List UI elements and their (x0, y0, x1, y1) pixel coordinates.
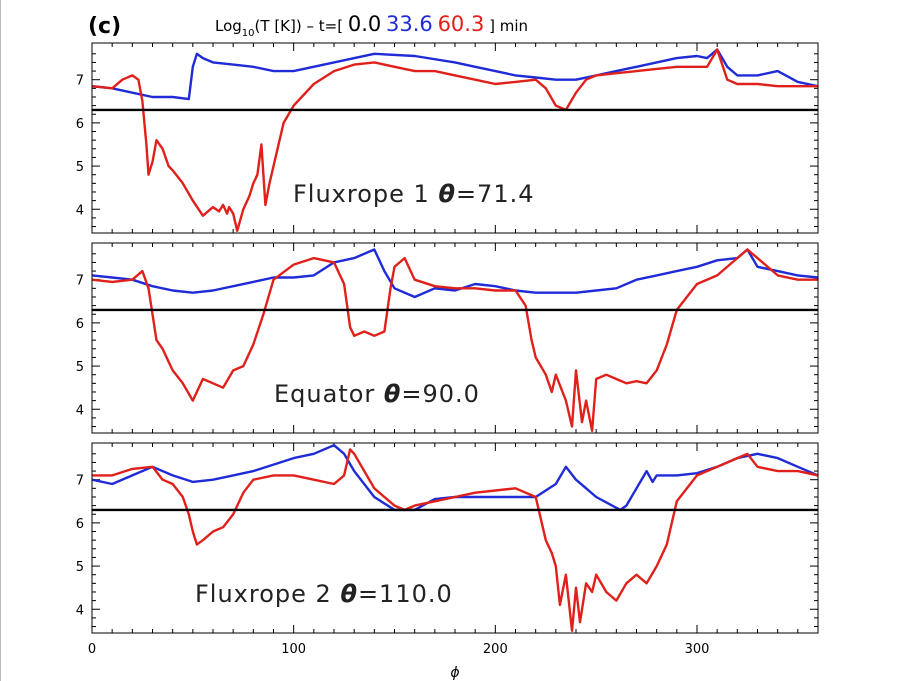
header-subscript: 10 (242, 28, 255, 39)
panel-frame (91, 42, 819, 234)
y-tick-label: 7 (76, 74, 84, 89)
x-tick-label: 300 (685, 642, 710, 657)
annotation-theta-value: =71.4 (456, 180, 535, 208)
y-tick-label: 7 (76, 474, 84, 489)
x-tick-label: 100 (281, 642, 306, 657)
y-tick-label: 6 (76, 117, 84, 132)
annotation-name: Fluxrope 2 (195, 580, 340, 608)
header-quantity: (T [K]) – t=[ (255, 17, 344, 35)
panel-annotation: Fluxrope 2 θ=110.0 (195, 580, 453, 608)
panel-frame (91, 242, 819, 434)
y-tick-label: 4 (76, 203, 84, 218)
annotation-theta-symbol: θ (340, 580, 358, 608)
x-axis: 0 100 200 300 ϕ (88, 642, 710, 681)
y-tick-label: 4 (76, 403, 84, 418)
series-group (92, 444, 818, 632)
y-tick-label: 5 (76, 560, 84, 575)
panel-letter: (c) (88, 14, 121, 39)
left-edge-line (0, 0, 1, 681)
x-tick-label: 200 (483, 642, 508, 657)
y-tick-label: 7 (76, 274, 84, 289)
annotation-theta-value: =110.0 (358, 580, 453, 608)
annotation-theta-symbol: θ (384, 380, 402, 408)
series-group (92, 48, 818, 233)
series-line-red (92, 448, 818, 632)
header-time-0: 0.0 (348, 12, 381, 36)
panel-3: 4 5 6 7 Fluxrope 2 θ=110.0 (76, 442, 819, 634)
series-group (92, 248, 818, 432)
y-tick-label: 6 (76, 517, 84, 532)
panel-annotation: Fluxrope 1 θ=71.4 (293, 180, 534, 208)
series-line-red (92, 48, 818, 233)
header-time-1: 33.6 (386, 12, 433, 36)
series-line-red (92, 248, 818, 432)
y-tick-label: 5 (76, 160, 84, 175)
figure-header: Log10(T [K]) – t=[ 0.0 33.6 60.3 ] min (215, 12, 528, 39)
series-line-blue (92, 444, 818, 512)
series-line-blue (92, 248, 818, 299)
annotation-name: Equator (274, 380, 384, 408)
header-prefix: Log (215, 17, 242, 35)
x-axis-label: ϕ (450, 665, 459, 681)
y-tick-label: 5 (76, 360, 84, 375)
panel-2: 4 5 6 7 Equator θ=90.0 (76, 242, 819, 434)
panel-frame (91, 442, 819, 634)
panel-annotation: Equator θ=90.0 (274, 380, 480, 408)
annotation-theta-value: =90.0 (401, 380, 480, 408)
y-tick-label: 4 (76, 603, 84, 618)
annotation-name: Fluxrope 1 (293, 180, 438, 208)
header-time-2: 60.3 (438, 12, 485, 36)
y-tick-label: 6 (76, 317, 84, 332)
panel-1: 4 5 6 7 Fluxrope 1 θ=71.4 (76, 42, 819, 234)
header-suffix: ] min (489, 17, 528, 35)
x-tick-label: 0 (88, 642, 96, 657)
annotation-theta-symbol: θ (438, 180, 456, 208)
